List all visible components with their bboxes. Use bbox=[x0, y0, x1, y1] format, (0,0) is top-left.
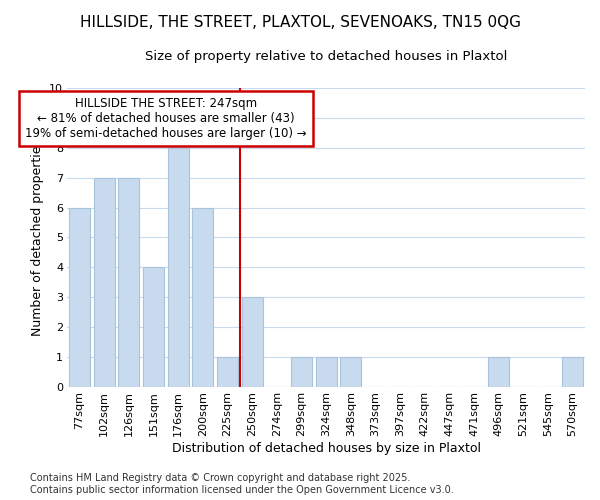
Bar bbox=[488, 357, 509, 387]
Bar bbox=[242, 298, 263, 387]
Bar bbox=[340, 357, 361, 387]
Bar bbox=[69, 208, 90, 387]
Bar bbox=[562, 357, 583, 387]
Bar bbox=[316, 357, 337, 387]
Title: Size of property relative to detached houses in Plaxtol: Size of property relative to detached ho… bbox=[145, 50, 508, 63]
Bar bbox=[168, 148, 188, 387]
Bar bbox=[193, 208, 214, 387]
Text: HILLSIDE, THE STREET, PLAXTOL, SEVENOAKS, TN15 0QG: HILLSIDE, THE STREET, PLAXTOL, SEVENOAKS… bbox=[79, 15, 521, 30]
Text: Contains HM Land Registry data © Crown copyright and database right 2025.
Contai: Contains HM Land Registry data © Crown c… bbox=[30, 474, 454, 495]
Text: HILLSIDE THE STREET: 247sqm
← 81% of detached houses are smaller (43)
19% of sem: HILLSIDE THE STREET: 247sqm ← 81% of det… bbox=[25, 97, 307, 140]
Y-axis label: Number of detached properties: Number of detached properties bbox=[31, 139, 44, 336]
Bar bbox=[291, 357, 312, 387]
Bar bbox=[94, 178, 115, 387]
Bar bbox=[143, 268, 164, 387]
Bar bbox=[118, 178, 139, 387]
X-axis label: Distribution of detached houses by size in Plaxtol: Distribution of detached houses by size … bbox=[172, 442, 481, 455]
Bar bbox=[217, 357, 238, 387]
